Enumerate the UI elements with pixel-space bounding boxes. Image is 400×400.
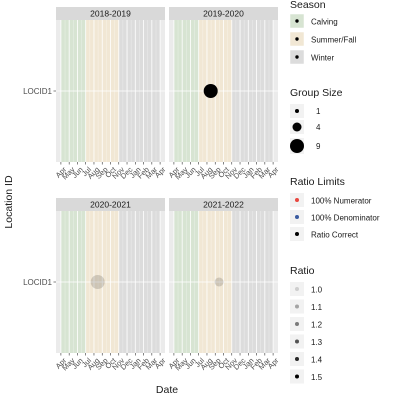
legend-label: 9: [316, 142, 321, 151]
y-tick-label: LOCID1: [23, 278, 52, 287]
legend-label: 1.4: [311, 356, 323, 365]
legend-key: [290, 317, 304, 331]
legend-symbol: [295, 55, 299, 59]
legend-title: Group Size: [290, 87, 343, 99]
legend-label: 1.0: [311, 286, 323, 295]
facet-title: 2018-2019: [90, 9, 131, 19]
legend-label: Summer/Fall: [311, 36, 357, 45]
legend-title: Ratio: [290, 265, 315, 277]
legend-symbol: [295, 304, 299, 309]
legend-label: 100% Denominator: [311, 214, 380, 223]
legend-title: Season: [290, 0, 326, 11]
legend-symbol: [295, 19, 299, 23]
legend-key: [290, 299, 304, 314]
legend-label: Ratio Correct: [311, 231, 359, 240]
x-tick-label: Apr: [266, 356, 281, 371]
legend-label: 1.5: [311, 373, 323, 382]
legend-symbol: [295, 339, 299, 344]
legend-symbol: [295, 215, 299, 219]
facet-strip: [169, 7, 278, 20]
legend-symbol: [295, 374, 299, 379]
legend-label: 1.2: [311, 321, 323, 330]
legend-symbol: [295, 322, 299, 326]
legend-symbol: [295, 232, 299, 236]
data-point: [214, 277, 224, 287]
x-tick-label: Apr: [153, 165, 168, 180]
legend-label: 4: [316, 123, 321, 132]
facet-title: 2019-2020: [203, 9, 244, 19]
facet-strip: [169, 198, 278, 211]
facet-title: 2021-2022: [203, 200, 244, 210]
legend-symbol: [295, 37, 299, 41]
legend-label: 1.3: [311, 338, 323, 347]
legend-symbol: [290, 139, 304, 153]
data-point: [90, 275, 105, 289]
facet-strip: [56, 7, 165, 20]
legend-label: Winter: [311, 54, 334, 63]
legend-label: 1: [316, 107, 321, 116]
legend-symbol: [295, 357, 299, 361]
x-tick-label: Apr: [153, 356, 168, 371]
x-axis-title: Date: [156, 384, 178, 396]
legend-label: 1.1: [311, 303, 323, 312]
legend-symbol: [295, 287, 299, 291]
y-tick-label: LOCID1: [23, 87, 52, 96]
data-point: [203, 84, 218, 98]
legend-title: Ratio Limits: [290, 176, 345, 188]
legend-symbol: [295, 198, 299, 202]
x-tick-label: Apr: [266, 165, 281, 180]
legend-label: 100% Numerator: [311, 197, 372, 206]
legend-label: Calving: [311, 18, 338, 27]
facet-title: 2020-2021: [90, 200, 131, 210]
legend-symbol: [292, 122, 302, 132]
legend-symbol: [295, 109, 299, 113]
facet-strip: [56, 198, 165, 211]
legend-key: [290, 282, 304, 296]
y-axis-title: Location ID: [3, 175, 15, 229]
